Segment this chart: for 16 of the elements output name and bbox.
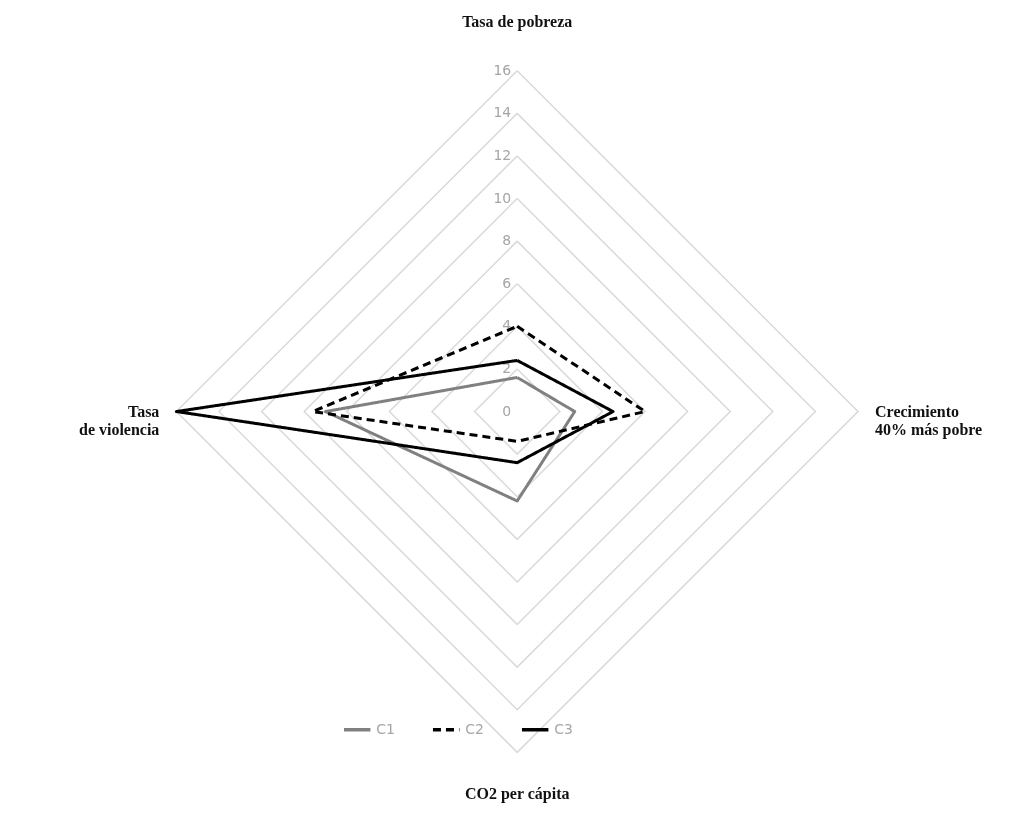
legend-label: C3	[554, 720, 573, 737]
y-tick-label: 4	[502, 317, 512, 334]
spoke-label: Tasa de violencia	[79, 402, 160, 438]
y-tick-label: 16	[493, 61, 512, 78]
y-tick-label: 12	[493, 146, 512, 163]
y-tick-label: 10	[493, 189, 512, 206]
legend-label: C1	[376, 720, 395, 737]
y-tick-label: 6	[502, 274, 512, 291]
y-tick-label: 14	[493, 104, 512, 121]
spoke-label: CO2 per cápita	[464, 785, 570, 804]
y-tick-label: 2	[502, 359, 512, 376]
spoke-label: Tasa de pobreza	[462, 12, 573, 31]
y-tick-label: 8	[502, 232, 512, 249]
spoke-label: Crecimiento 40% más pobre	[875, 402, 983, 439]
y-tick-label: 0	[502, 402, 512, 419]
legend-label: C2	[465, 720, 484, 737]
